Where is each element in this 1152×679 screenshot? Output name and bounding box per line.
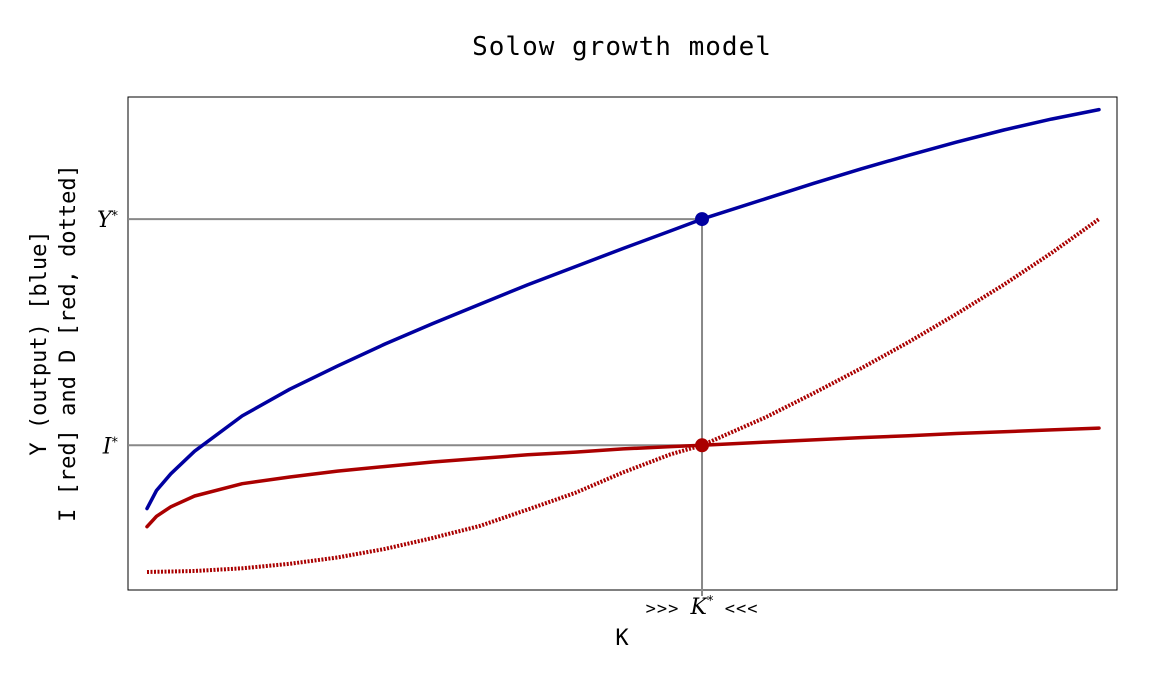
- x-axis-label: K: [615, 626, 629, 651]
- marker-layer: [695, 212, 710, 453]
- series-layer: [145, 107, 1101, 574]
- reference-lines: [128, 218, 704, 596]
- y-tick-label-1: Y*: [97, 208, 119, 233]
- chart-title: Solow growth model: [472, 32, 772, 62]
- tick-layer: I* Y* >>> K* <<<: [97, 208, 759, 620]
- series-line-investment: [145, 426, 1101, 529]
- y-tick-label-0: I*: [102, 434, 119, 459]
- series-line-depreciation: [146, 217, 1101, 574]
- marker-output-steady-state: [695, 212, 710, 227]
- plot-frame: [127, 96, 1118, 591]
- series-line-output: [145, 107, 1101, 511]
- y-axis-label-line1: Y (output) [blue]: [27, 230, 52, 455]
- y-axis-label-line2: I [red] and D [red, dotted]: [56, 164, 81, 522]
- marker-investment-steady-state: [695, 438, 710, 453]
- x-tick-label-0: >>> K* <<<: [646, 594, 759, 620]
